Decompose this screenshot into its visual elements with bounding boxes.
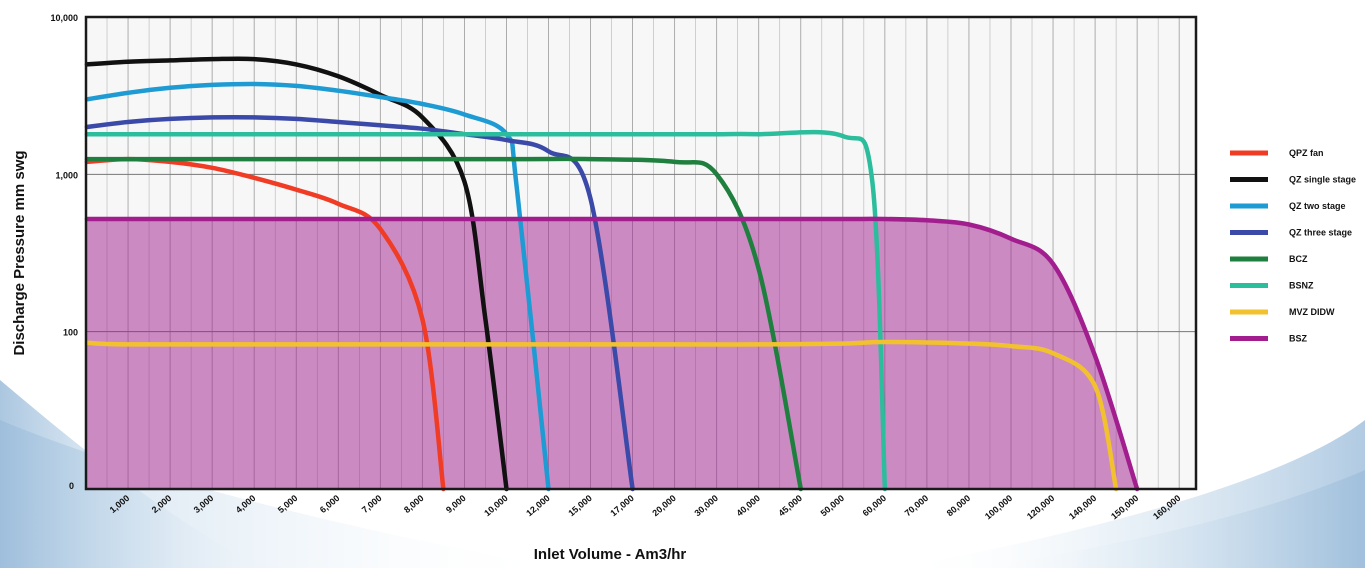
x-tick-label: 10,000 <box>482 493 510 518</box>
y-tick-label: 100 <box>63 328 78 338</box>
x-tick-label: 1,000 <box>108 493 132 515</box>
x-tick-label: 80,000 <box>945 493 973 518</box>
x-tick-labels: 1,000 2,000 3,000 4,000 5,000 6,000 7,000 8,000… <box>108 493 1183 522</box>
series-lines <box>84 56 1140 492</box>
legend: QPZ fan QZ single stage QZ two stage QZ thr… <box>1230 148 1356 344</box>
legend-label: QPZ fan <box>1289 148 1324 158</box>
x-tick-label: 7,000 <box>360 493 384 515</box>
x-axis-title: Inlet Volume - Am3/hr <box>534 546 687 563</box>
y-axis-title: Discharge Pressure mm swg <box>11 150 28 355</box>
y-tick-label: 0 <box>69 481 74 491</box>
x-tick-label: 9,000 <box>444 493 468 515</box>
series-line-5 <box>84 156 804 492</box>
series-line-4 <box>84 115 635 492</box>
x-tick-label: 45,000 <box>777 493 805 518</box>
y-tick-label: 1,000 <box>55 170 78 180</box>
x-tick-label: 12,000 <box>524 493 552 518</box>
legend-label: BSZ <box>1289 334 1308 344</box>
series-line-6 <box>84 129 888 492</box>
legend-label: MVZ DIDW <box>1289 307 1335 317</box>
y-tick-label: 10,000 <box>50 13 78 23</box>
series-line-2 <box>84 56 509 492</box>
series-area-8 <box>87 218 1138 489</box>
x-tick-label: 100,000 <box>983 493 1014 522</box>
legend-label: QZ two stage <box>1289 201 1346 211</box>
x-tick-label: 40,000 <box>734 493 762 518</box>
x-tick-label: 5,000 <box>276 493 300 515</box>
x-tick-label: 30,000 <box>692 493 720 518</box>
area-fills <box>87 218 1138 489</box>
x-tick-label: 120,000 <box>1025 493 1056 522</box>
x-tick-label: 17,000 <box>608 493 636 518</box>
x-tick-label: 3,000 <box>192 493 216 515</box>
x-tick-label: 15,000 <box>566 493 594 518</box>
x-tick-label: 8,000 <box>402 493 426 515</box>
legend-label: QZ single stage <box>1289 175 1356 185</box>
x-tick-label: 50,000 <box>819 493 847 518</box>
x-tick-label: 20,000 <box>650 493 678 518</box>
x-tick-label: 60,000 <box>861 493 889 518</box>
x-tick-label: 2,000 <box>150 493 174 515</box>
x-tick-label: 140,000 <box>1067 493 1098 522</box>
plot-border <box>84 15 1198 491</box>
legend-label: BSNZ <box>1289 281 1314 291</box>
x-tick-label: 150,000 <box>1109 493 1140 522</box>
x-tick-label: 6,000 <box>318 493 342 515</box>
x-tick-label: 4,000 <box>234 493 258 515</box>
x-tick-label: 160,000 <box>1151 493 1182 522</box>
legend-label: BCZ <box>1289 254 1308 264</box>
legend-label: QZ three stage <box>1289 228 1352 238</box>
y-tick-labels: 0 100 1,000 10,000 <box>50 13 78 491</box>
series-line-7 <box>84 339 1119 492</box>
plot-frame <box>84 15 1198 491</box>
x-tick-label: 70,000 <box>903 493 931 518</box>
series-line-3 <box>84 81 551 492</box>
series-line-8 <box>84 216 1140 492</box>
